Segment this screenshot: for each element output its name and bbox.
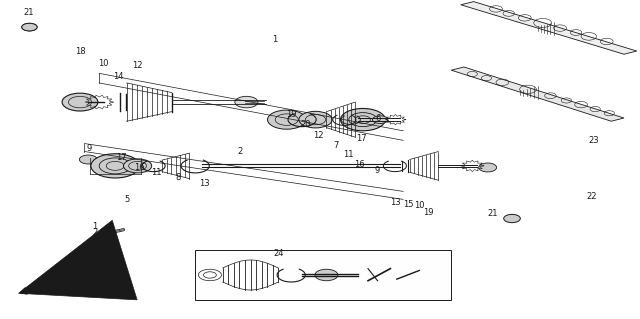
Text: 21: 21	[24, 8, 34, 17]
Polygon shape	[461, 2, 637, 54]
Circle shape	[479, 163, 497, 172]
Text: 16: 16	[355, 160, 365, 169]
Text: 8: 8	[175, 173, 180, 182]
Text: 13: 13	[200, 179, 210, 188]
Circle shape	[268, 110, 306, 129]
Bar	[195, 250, 451, 300]
Text: 16: 16	[134, 163, 145, 172]
Text: 7: 7	[333, 141, 339, 150]
Text: 2: 2	[92, 228, 97, 237]
Text: 24: 24	[273, 249, 284, 258]
Text: 19: 19	[286, 110, 296, 119]
Circle shape	[372, 116, 388, 123]
Text: 1: 1	[273, 35, 278, 44]
Text: FR.: FR.	[55, 273, 74, 283]
Circle shape	[340, 108, 385, 131]
Text: 17: 17	[356, 134, 367, 143]
Text: 21: 21	[488, 209, 498, 218]
Text: 11: 11	[344, 150, 354, 159]
Text: 1: 1	[92, 222, 97, 231]
Text: 22: 22	[587, 192, 597, 201]
Text: 9: 9	[375, 166, 380, 175]
Text: 10: 10	[414, 201, 424, 210]
Text: 6: 6	[375, 114, 380, 122]
Text: 13: 13	[390, 198, 401, 207]
Text: 12: 12	[313, 131, 323, 140]
Text: 14: 14	[113, 72, 124, 81]
Text: 9: 9	[87, 144, 92, 153]
Circle shape	[504, 214, 520, 223]
Text: 18: 18	[75, 47, 85, 56]
Polygon shape	[451, 67, 624, 121]
Circle shape	[299, 111, 332, 128]
Text: 2: 2	[237, 147, 243, 156]
Circle shape	[235, 96, 258, 108]
Text: 19: 19	[424, 208, 434, 217]
Text: 20: 20	[301, 120, 311, 129]
Circle shape	[315, 269, 338, 281]
Text: 15: 15	[403, 200, 413, 209]
Text: 5: 5	[124, 195, 129, 204]
Text: 12: 12	[132, 61, 143, 70]
Circle shape	[22, 23, 37, 31]
Circle shape	[124, 159, 152, 173]
Text: 23: 23	[589, 136, 599, 145]
Circle shape	[22, 23, 37, 31]
Text: 11: 11	[152, 168, 162, 177]
Circle shape	[79, 155, 97, 164]
Circle shape	[62, 93, 98, 111]
Circle shape	[91, 154, 140, 178]
Text: 10: 10	[99, 59, 109, 68]
Text: 17: 17	[116, 153, 127, 162]
